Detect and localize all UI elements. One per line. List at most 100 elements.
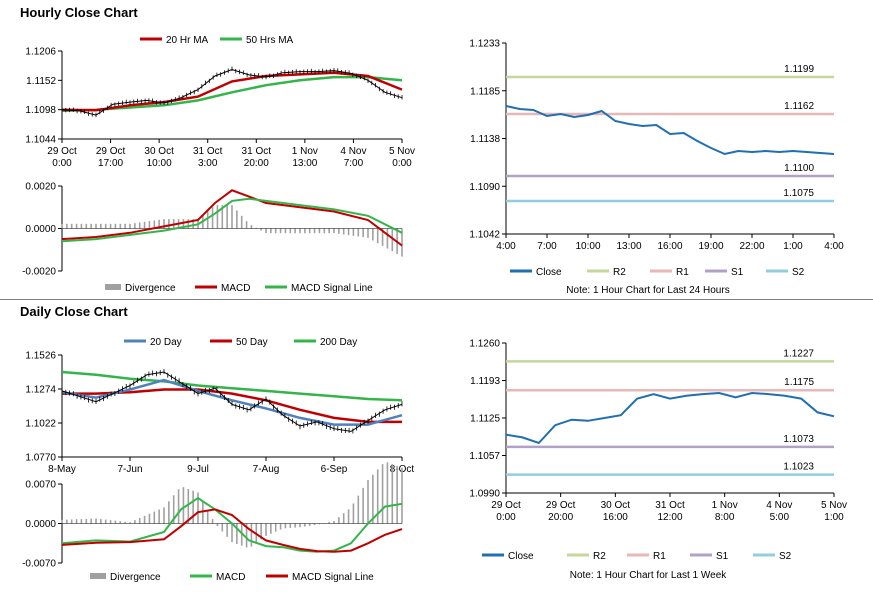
- x-tick-label: 8:00: [715, 512, 735, 523]
- y-tick-label: 1.1090: [469, 182, 500, 193]
- y-tick-label: 1.0770: [25, 453, 56, 464]
- legend-label: 50 Day: [236, 337, 268, 348]
- x-tick-label: 4 Nov: [340, 146, 366, 157]
- y-tick-label: -0.0020: [22, 267, 56, 278]
- x-tick-label: 16:00: [603, 512, 628, 523]
- x-tick-label: 29 Oct: [491, 500, 521, 511]
- chart-note: Note: 1 Hour Chart for Last 24 Hours: [566, 285, 729, 296]
- y-tick-label: 1.1042: [469, 230, 500, 241]
- y-tick-label: 1.1098: [25, 105, 56, 116]
- legend-label: R2: [593, 551, 606, 562]
- legend-label: Divergence: [110, 572, 161, 583]
- x-tick-label: 29 Oct: [546, 500, 576, 511]
- x-tick-label: 29 Oct: [47, 146, 77, 157]
- legend-swatch: [105, 284, 121, 290]
- y-tick-label: 0.0000: [25, 224, 56, 235]
- daily-section-title: Daily Close Chart: [20, 304, 128, 319]
- x-tick-label: 4:00: [496, 241, 516, 252]
- close-line: [505, 105, 835, 156]
- x-tick-label: 5 Nov: [389, 146, 415, 157]
- hourly-macd-chart: 0.0020 0.0000 -0.0020 Divergence MACD MACD Si…: [22, 182, 403, 294]
- legend-label: S2: [792, 267, 805, 278]
- close-line: [505, 391, 835, 445]
- y-tick-label: 0.0020: [25, 182, 56, 193]
- x-tick-label: 22:00: [739, 241, 764, 252]
- legend-label: 50 Hrs MA: [246, 35, 294, 46]
- x-tick-label: 7-Jun: [117, 464, 142, 475]
- y-tick-label: 1.1138: [470, 134, 500, 145]
- legend-label: S1: [716, 551, 729, 562]
- section-divider: [0, 299, 873, 300]
- legend-label: 200 Day: [320, 337, 357, 348]
- x-tick-label: 0:00: [52, 158, 72, 169]
- y-tick-label: 0.0000: [25, 519, 56, 530]
- level-label: 1.1023: [783, 462, 814, 473]
- x-tick-label: 1 Nov: [712, 500, 738, 511]
- level-label: 1.1199: [784, 64, 814, 75]
- legend-label: Divergence: [125, 283, 176, 294]
- x-tick-label: 4:00: [824, 241, 844, 252]
- y-tick-label: 1.1125: [470, 414, 500, 425]
- x-tick-label: 31 Oct: [193, 146, 223, 157]
- close-line: [61, 371, 403, 432]
- y-tick-label: 1.0990: [469, 489, 500, 500]
- series-line: [61, 189, 403, 247]
- level-label: 1.1100: [784, 163, 814, 174]
- series-line: [61, 197, 403, 243]
- level-label: 1.1075: [783, 188, 814, 199]
- x-tick-label: 31 Oct: [655, 500, 685, 511]
- x-tick-label: 5 Nov: [821, 500, 847, 511]
- x-tick-label: 19:00: [698, 241, 723, 252]
- x-tick-label: 7:00: [537, 241, 557, 252]
- x-tick-label: 30 Oct: [601, 500, 631, 511]
- daily-macd-chart: 0.0070 0.0000 -0.0070 Divergence MACD MACD Si…: [22, 462, 403, 583]
- y-tick-label: 1.1260: [469, 339, 500, 350]
- y-tick-label: -0.0070: [22, 559, 56, 570]
- level-label: 1.1227: [783, 348, 814, 359]
- legend-label: 20 Hr MA: [166, 35, 209, 46]
- x-tick-label: 13:00: [616, 241, 641, 252]
- legend-label: MACD: [216, 572, 245, 583]
- y-tick-label: 1.1185: [470, 86, 500, 97]
- y-tick-label: 1.1274: [25, 385, 56, 396]
- legend-label: R1: [676, 267, 689, 278]
- close-line: [61, 68, 403, 116]
- series-line: [61, 496, 403, 553]
- y-tick-label: 1.1233: [469, 39, 500, 50]
- y-tick-label: 1.1193: [470, 376, 500, 387]
- series-line: [61, 508, 403, 553]
- x-tick-label: 12:00: [657, 512, 682, 523]
- legend-label: Close: [536, 267, 562, 278]
- legend-label: MACD: [221, 283, 250, 294]
- y-tick-label: 1.1206: [25, 47, 56, 58]
- level-label: 1.1162: [784, 101, 814, 112]
- series-line: [61, 370, 403, 402]
- chart-note: Note: 1 Hour Chart for Last 1 Week: [570, 570, 728, 581]
- legend-swatch: [90, 573, 106, 579]
- y-tick-label: 1.1152: [26, 76, 56, 87]
- x-tick-label: 30 Oct: [144, 146, 174, 157]
- level-label: 1.1175: [784, 377, 814, 388]
- x-tick-label: 4 Nov: [766, 500, 792, 511]
- x-tick-label: 13:00: [292, 158, 317, 169]
- x-tick-label: 16:00: [657, 241, 682, 252]
- legend-label: S2: [779, 551, 792, 562]
- legend-label: R1: [653, 551, 666, 562]
- x-tick-label: 7-Aug: [253, 464, 280, 475]
- x-tick-label: 31 Oct: [242, 146, 272, 157]
- series-line: [61, 75, 403, 113]
- legend-label: Close: [508, 551, 534, 562]
- x-tick-label: 1:00: [783, 241, 803, 252]
- y-tick-label: 1.1022: [25, 419, 56, 430]
- legend-label: MACD Signal Line: [292, 572, 374, 583]
- y-tick-label: 1.1526: [25, 351, 56, 362]
- x-tick-label: 1:00: [824, 512, 844, 523]
- hourly-section-title: Hourly Close Chart: [20, 5, 138, 20]
- x-tick-label: 0:00: [392, 158, 412, 169]
- x-tick-label: 10:00: [147, 158, 172, 169]
- legend-label: S1: [731, 267, 744, 278]
